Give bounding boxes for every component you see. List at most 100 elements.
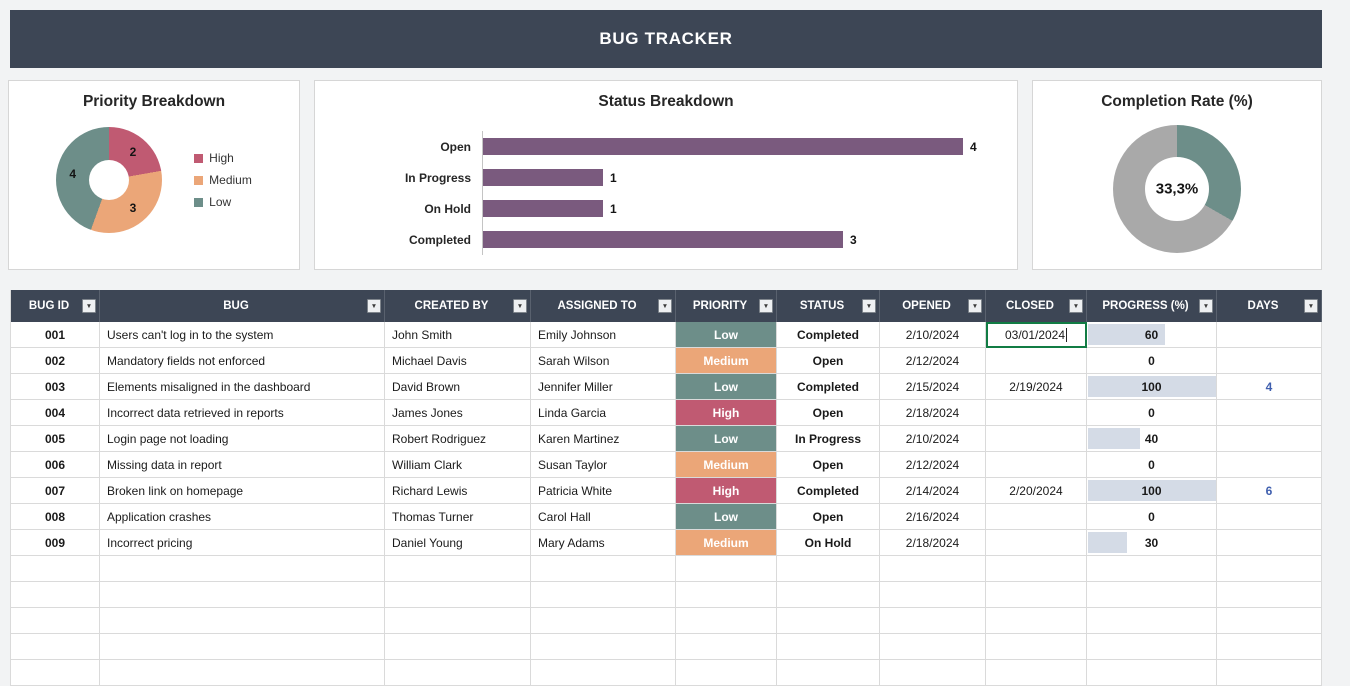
cell-days[interactable] <box>1217 348 1322 374</box>
cell-empty[interactable] <box>880 582 986 608</box>
cell-opened[interactable]: 2/12/2024 <box>880 348 986 374</box>
cell-empty[interactable] <box>1087 556 1217 582</box>
cell-empty[interactable] <box>385 634 531 660</box>
column-header-bug[interactable]: BUG ▼ <box>100 290 385 322</box>
cell-assigned-to[interactable]: Karen Martinez <box>531 426 676 452</box>
cell-opened[interactable]: 2/18/2024 <box>880 530 986 556</box>
column-header-progress[interactable]: PROGRESS (%) ▼ <box>1087 290 1217 322</box>
cell-priority[interactable]: Medium <box>676 530 777 556</box>
cell-bug[interactable]: Login page not loading <box>100 426 385 452</box>
cell-bug-id[interactable]: 002 <box>11 348 100 374</box>
cell-created-by[interactable]: John Smith <box>385 322 531 348</box>
cell-created-by[interactable]: Richard Lewis <box>385 478 531 504</box>
filter-dropdown-button[interactable]: ▼ <box>367 299 381 313</box>
cell-bug-id[interactable]: 004 <box>11 400 100 426</box>
cell-empty[interactable] <box>880 608 986 634</box>
cell-empty[interactable] <box>986 660 1087 686</box>
cell-empty[interactable] <box>676 634 777 660</box>
cell-status[interactable]: In Progress <box>777 426 880 452</box>
filter-dropdown-button[interactable]: ▼ <box>513 299 527 313</box>
cell-closed[interactable] <box>986 400 1087 426</box>
cell-days[interactable]: 4 <box>1217 374 1322 400</box>
cell-bug[interactable]: Incorrect data retrieved in reports <box>100 400 385 426</box>
cell-bug-id[interactable]: 007 <box>11 478 100 504</box>
cell-empty[interactable] <box>100 582 385 608</box>
cell-empty[interactable] <box>11 660 100 686</box>
cell-opened[interactable]: 2/10/2024 <box>880 322 986 348</box>
cell-status[interactable]: Open <box>777 452 880 478</box>
cell-empty[interactable] <box>676 608 777 634</box>
cell-empty[interactable] <box>986 634 1087 660</box>
column-header-assigned-to[interactable]: ASSIGNED TO ▼ <box>531 290 676 322</box>
filter-dropdown-button[interactable]: ▼ <box>759 299 773 313</box>
cell-empty[interactable] <box>676 556 777 582</box>
cell-empty[interactable] <box>1087 582 1217 608</box>
cell-status[interactable]: Open <box>777 348 880 374</box>
cell-closed[interactable] <box>986 504 1087 530</box>
cell-status[interactable]: On Hold <box>777 530 880 556</box>
filter-dropdown-button[interactable]: ▼ <box>82 299 96 313</box>
cell-empty[interactable] <box>986 556 1087 582</box>
cell-closed[interactable] <box>986 426 1087 452</box>
cell-empty[interactable] <box>1217 556 1322 582</box>
column-header-status[interactable]: STATUS ▼ <box>777 290 880 322</box>
cell-empty[interactable] <box>100 660 385 686</box>
cell-empty[interactable] <box>880 634 986 660</box>
cell-progress[interactable]: 100 <box>1087 374 1217 400</box>
cell-assigned-to[interactable]: Patricia White <box>531 478 676 504</box>
cell-status[interactable]: Open <box>777 400 880 426</box>
cell-bug-id[interactable]: 008 <box>11 504 100 530</box>
cell-created-by[interactable]: David Brown <box>385 374 531 400</box>
cell-days[interactable] <box>1217 530 1322 556</box>
cell-progress[interactable]: 0 <box>1087 504 1217 530</box>
cell-priority[interactable]: High <box>676 400 777 426</box>
cell-closed[interactable] <box>986 348 1087 374</box>
cell-empty[interactable] <box>11 556 100 582</box>
cell-assigned-to[interactable]: Emily Johnson <box>531 322 676 348</box>
cell-progress[interactable]: 0 <box>1087 400 1217 426</box>
cell-days[interactable] <box>1217 400 1322 426</box>
cell-empty[interactable] <box>100 556 385 582</box>
cell-opened[interactable]: 2/14/2024 <box>880 478 986 504</box>
cell-opened[interactable]: 2/18/2024 <box>880 400 986 426</box>
cell-empty[interactable] <box>1087 634 1217 660</box>
cell-created-by[interactable]: James Jones <box>385 400 531 426</box>
cell-bug-id[interactable]: 009 <box>11 530 100 556</box>
cell-empty[interactable] <box>385 608 531 634</box>
cell-empty[interactable] <box>676 582 777 608</box>
cell-empty[interactable] <box>531 556 676 582</box>
filter-dropdown-button[interactable]: ▼ <box>1304 299 1318 313</box>
cell-empty[interactable] <box>777 556 880 582</box>
column-header-priority[interactable]: PRIORITY ▼ <box>676 290 777 322</box>
cell-empty[interactable] <box>100 608 385 634</box>
filter-dropdown-button[interactable]: ▼ <box>862 299 876 313</box>
cell-empty[interactable] <box>385 556 531 582</box>
cell-assigned-to[interactable]: Jennifer Miller <box>531 374 676 400</box>
cell-bug[interactable]: Mandatory fields not enforced <box>100 348 385 374</box>
cell-progress[interactable]: 100 <box>1087 478 1217 504</box>
cell-empty[interactable] <box>1217 608 1322 634</box>
cell-bug-id[interactable]: 001 <box>11 322 100 348</box>
cell-empty[interactable] <box>11 608 100 634</box>
cell-bug[interactable]: Application crashes <box>100 504 385 530</box>
cell-empty[interactable] <box>777 634 880 660</box>
cell-empty[interactable] <box>1217 660 1322 686</box>
cell-closed[interactable]: 2/19/2024 <box>986 374 1087 400</box>
cell-assigned-to[interactable]: Sarah Wilson <box>531 348 676 374</box>
filter-dropdown-button[interactable]: ▼ <box>1199 299 1213 313</box>
cell-status[interactable]: Open <box>777 504 880 530</box>
cell-bug[interactable]: Broken link on homepage <box>100 478 385 504</box>
cell-days[interactable] <box>1217 426 1322 452</box>
cell-progress[interactable]: 40 <box>1087 426 1217 452</box>
cell-assigned-to[interactable]: Mary Adams <box>531 530 676 556</box>
cell-bug-id[interactable]: 006 <box>11 452 100 478</box>
cell-opened[interactable]: 2/10/2024 <box>880 426 986 452</box>
cell-days[interactable] <box>1217 452 1322 478</box>
cell-assigned-to[interactable]: Carol Hall <box>531 504 676 530</box>
cell-opened[interactable]: 2/16/2024 <box>880 504 986 530</box>
cell-empty[interactable] <box>11 634 100 660</box>
cell-opened[interactable]: 2/12/2024 <box>880 452 986 478</box>
cell-empty[interactable] <box>385 660 531 686</box>
filter-dropdown-button[interactable]: ▼ <box>968 299 982 313</box>
cell-empty[interactable] <box>531 608 676 634</box>
